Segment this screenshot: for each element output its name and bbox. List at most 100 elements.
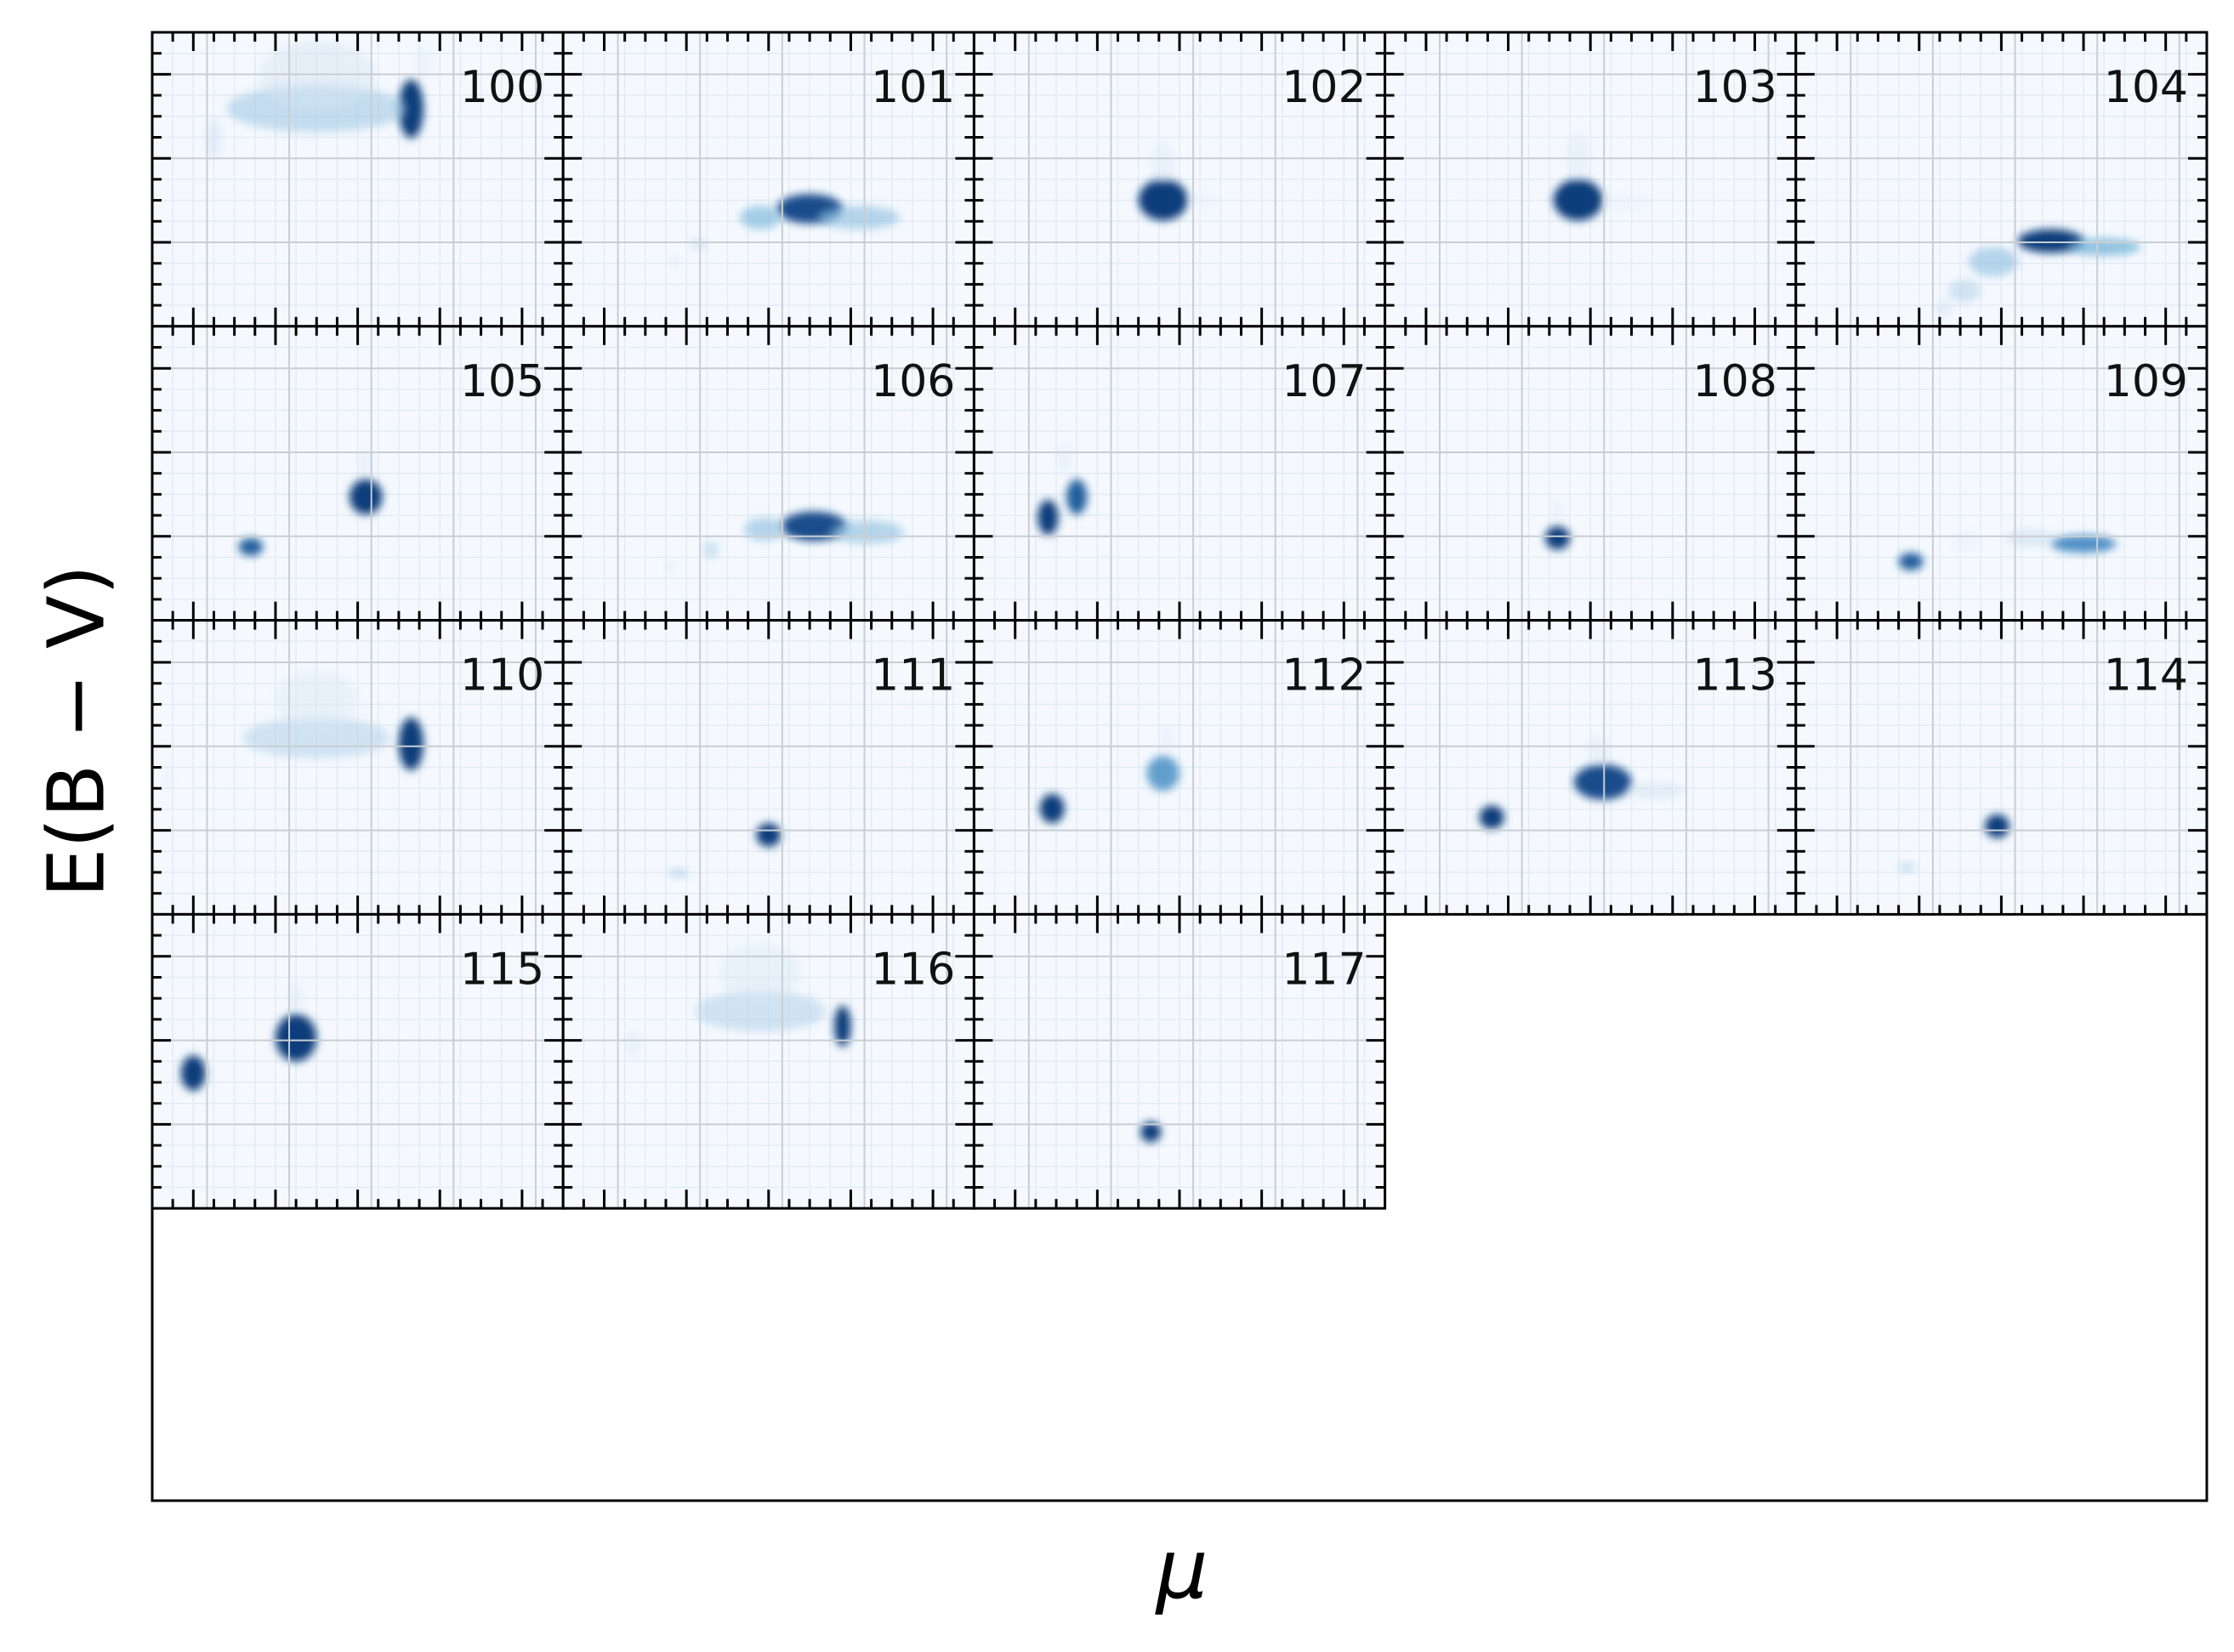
panel-label: 111 (871, 650, 955, 701)
density-blob (830, 520, 905, 544)
panel-107: 107 (972, 325, 1387, 622)
density-blob (668, 868, 689, 878)
density-blob (1553, 179, 1603, 221)
density-layer (238, 450, 383, 556)
density-blob (1037, 499, 1059, 536)
density-blob (1066, 479, 1088, 515)
ticks (563, 914, 975, 1209)
major-grid (152, 326, 564, 621)
density-blob (238, 537, 264, 556)
density-layer (1545, 499, 1571, 550)
panel-108: 108 (1384, 325, 1798, 622)
density-blob (694, 991, 827, 1032)
density-blob (1551, 499, 1564, 518)
major-grid (1384, 32, 1796, 326)
major-grid (563, 620, 975, 915)
major-grid (1795, 326, 2207, 621)
panel-104: 104 (1794, 31, 2208, 328)
panel-label: 117 (1282, 944, 1366, 995)
density-blob (1056, 444, 1073, 474)
panel-label: 113 (1693, 650, 1777, 701)
density-blob (1898, 553, 1924, 571)
density-layer (1898, 529, 2117, 571)
density-blob (1627, 781, 1685, 800)
panel-106: 106 (561, 325, 975, 622)
minor-grid (974, 914, 1385, 1209)
minor-grid (1384, 32, 1796, 326)
density-blob (1985, 814, 2010, 838)
density-blob (756, 823, 782, 847)
density-blob (834, 1005, 851, 1047)
panel-101: 101 (561, 31, 975, 328)
density-blob (1545, 525, 1571, 550)
y-axis-label: E(B − V) (31, 565, 122, 898)
ticks (1795, 32, 2207, 326)
density-blob (242, 717, 391, 759)
density-blob (1187, 190, 1221, 209)
density-blob (1138, 179, 1188, 221)
density-blob (781, 511, 847, 542)
density-blob (1936, 299, 1953, 318)
x-axis-label: μ (1156, 1522, 1208, 1617)
minor-grid (563, 326, 975, 621)
ticks (152, 914, 564, 1209)
panel-117: 117 (972, 912, 1387, 1210)
ticks (152, 32, 564, 326)
panel-label: 105 (460, 356, 544, 407)
ticks (152, 326, 564, 621)
panel-115: 115 (151, 912, 565, 1210)
panel-label: 106 (871, 356, 955, 407)
density-blob (1573, 764, 1632, 800)
major-grid (152, 32, 564, 326)
density-blob (398, 79, 423, 139)
panel-105: 105 (151, 325, 565, 622)
density-blob (1602, 194, 1652, 212)
density-blob (743, 517, 786, 542)
density-layer (1553, 132, 1652, 221)
density-blob (164, 761, 173, 792)
density-layer (1039, 723, 1180, 824)
density-layer (669, 194, 901, 268)
ticks (563, 32, 975, 326)
density-layer (1138, 140, 1221, 221)
density-blob (2017, 229, 2084, 253)
density-blob (287, 981, 304, 1012)
major-grid (1795, 32, 2207, 326)
density-layer (668, 823, 782, 878)
major-grid (974, 914, 1385, 1209)
panel-103: 103 (1384, 31, 1798, 328)
ticks (1384, 326, 1796, 621)
major-grid (563, 32, 975, 326)
density-layer (624, 943, 851, 1059)
minor-grid (1795, 620, 2207, 915)
density-blob (357, 450, 374, 474)
panel-label: 116 (871, 944, 955, 995)
density-blob (1968, 247, 2018, 277)
density-layer (164, 670, 423, 792)
density-blob (259, 41, 374, 112)
density-layer (180, 981, 317, 1091)
density-blob (666, 561, 674, 574)
panel-111: 111 (561, 619, 975, 916)
density-layer (1898, 814, 2010, 872)
density-blob (205, 117, 223, 159)
ticks (974, 620, 1385, 915)
density-blob (349, 479, 383, 515)
density-blob (1566, 132, 1591, 179)
panel-label: 109 (2104, 356, 2188, 407)
density-blob (1586, 735, 1612, 765)
panel-100: 100 (151, 31, 565, 328)
ticks (974, 914, 1385, 1209)
major-grid (1795, 620, 2207, 915)
major-grid (1384, 326, 1796, 621)
major-grid (563, 326, 975, 621)
panel-102: 102 (972, 31, 1387, 328)
density-blob (1947, 279, 1981, 304)
panel-114: 114 (1794, 619, 2208, 916)
panel-label: 112 (1282, 650, 1366, 701)
density-blob (1039, 793, 1065, 824)
density-blob (275, 1013, 317, 1062)
density-blob (624, 1029, 642, 1059)
density-blob (415, 43, 432, 80)
